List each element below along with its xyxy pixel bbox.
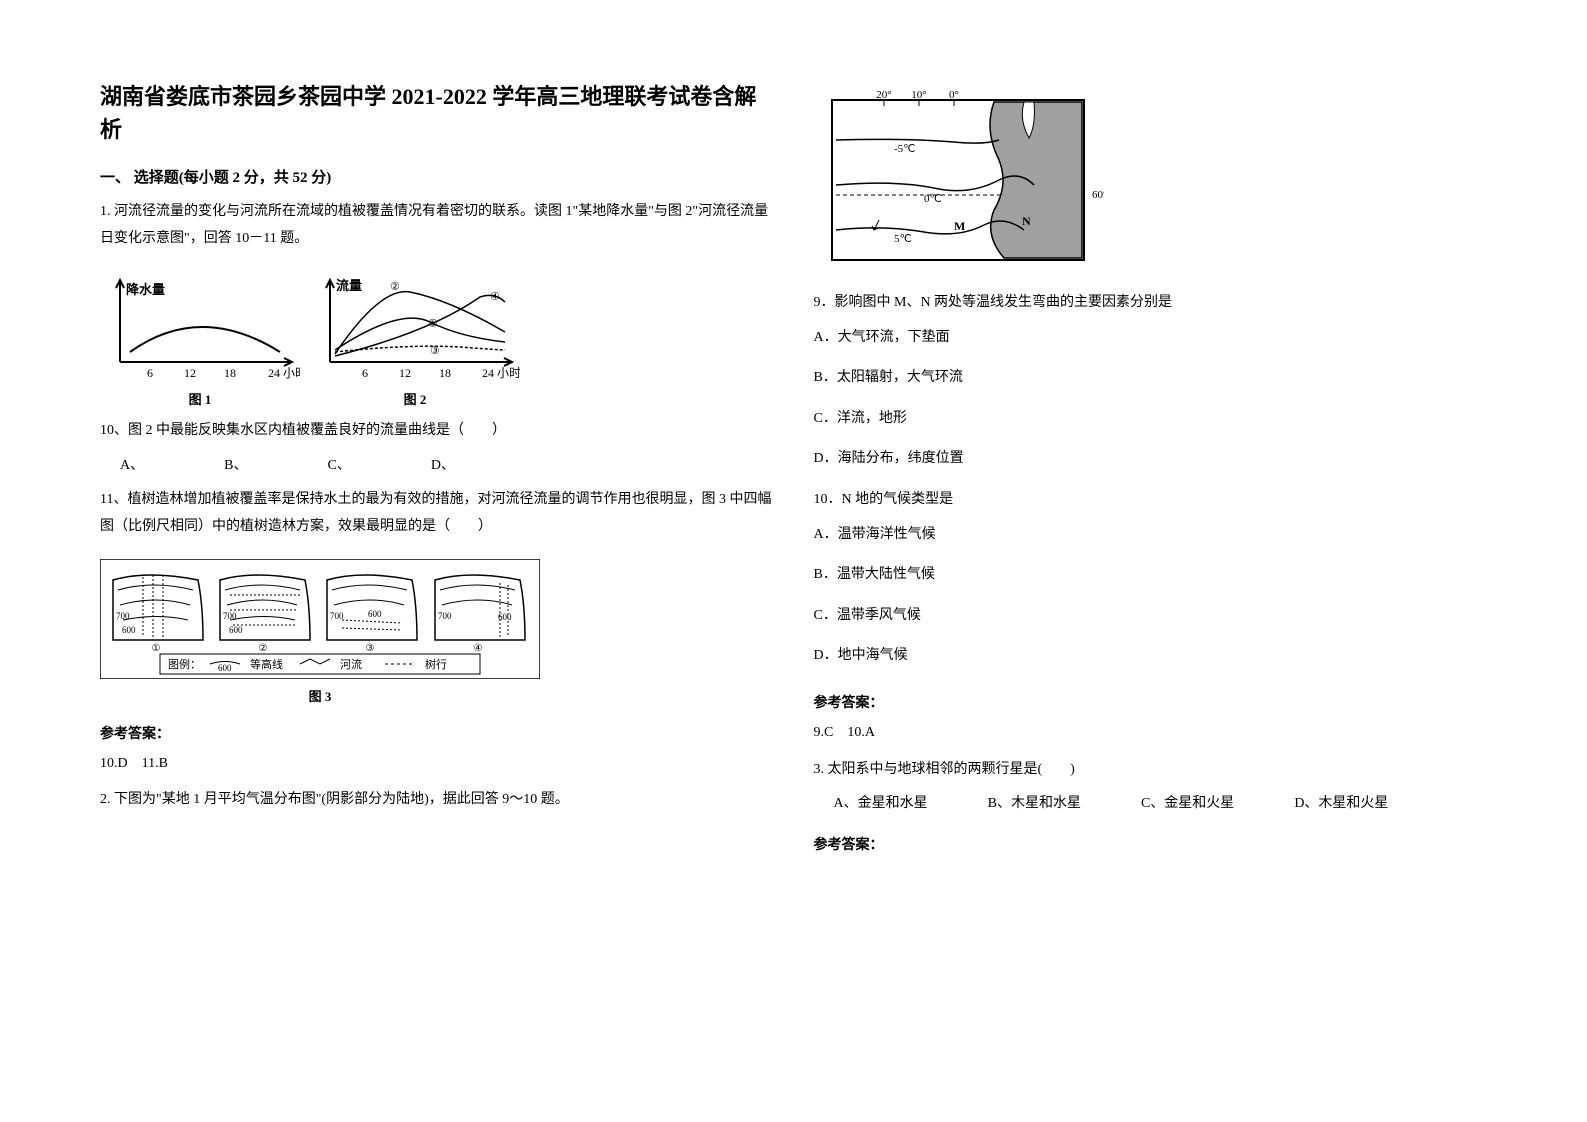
option-a: A、	[120, 453, 144, 480]
q2-sub10-opt-d: D．地中海气候	[814, 643, 1488, 670]
option-d: D、	[431, 453, 455, 480]
figure-3-container: 700 600 ①	[100, 559, 774, 705]
svg-text:河流: 河流	[340, 657, 362, 671]
q1-answer-label: 参考答案：	[100, 723, 774, 743]
q2-sub10-opt-a: A．温带海洋性气候	[814, 522, 1488, 549]
q2-answer-label: 参考答案：	[814, 692, 1488, 712]
figure-2-chart: 流量 ① ② ③ ④ 6 12 18 24 小时	[310, 272, 520, 382]
svg-text:等高线: 等高线	[250, 657, 283, 671]
svg-text:①: ①	[152, 643, 161, 654]
figure-3-chart: 700 600 ①	[100, 559, 540, 679]
svg-text:5℃: 5℃	[894, 233, 912, 245]
figure-3-label: 图 3	[100, 686, 540, 705]
q2-sub9-opt-b: B．太阳辐射，大气环流	[814, 365, 1488, 392]
figure-1-label: 图 1	[100, 389, 300, 408]
svg-text:24 小时: 24 小时	[482, 366, 520, 380]
svg-text:12: 12	[184, 366, 196, 380]
q2-sub10-opt-b: B．温带大陆性气候	[814, 562, 1488, 589]
svg-text:③: ③	[430, 345, 440, 357]
q2-sub9: 9．影响图中 M、N 两处等温线发生弯曲的主要因素分别是	[814, 290, 1488, 317]
q2-map: 20° 10° 0° 60° -5℃ 0℃ 5℃	[824, 90, 1104, 270]
svg-text:700: 700	[223, 611, 237, 621]
figures-1-2-row: 降水量 6 12 18 24 小时 图 1	[100, 272, 774, 408]
q3-options: A、金星和水星 B、木星和水星 C、金星和火星 D、木星和火星	[814, 791, 1488, 818]
q2-sub10-opt-c: C．温带季风气候	[814, 603, 1488, 630]
q2-map-container: 20° 10° 0° 60° -5℃ 0℃ 5℃	[814, 90, 1488, 270]
q1-sub10: 10、图 2 中最能反映集水区内植被覆盖良好的流量曲线是（ ）	[100, 418, 774, 445]
svg-text:-5℃: -5℃	[894, 143, 916, 155]
q3-opt-a: A、金星和水星	[834, 791, 928, 818]
q2-sub9-opt-c: C．洋流，地形	[814, 406, 1488, 433]
q3-intro: 3. 太阳系中与地球相邻的两颗行星是( )	[814, 757, 1488, 784]
q3-opt-b: B、木星和水星	[988, 791, 1081, 818]
svg-text:②: ②	[390, 281, 400, 293]
svg-text:700: 700	[330, 611, 344, 621]
figure-2-wrapper: 流量 ① ② ③ ④ 6 12 18 24 小时 图 2	[310, 272, 520, 408]
figure-1-wrapper: 降水量 6 12 18 24 小时 图 1	[100, 272, 300, 408]
q2-intro: 2. 下图为"某地 1 月平均气温分布图"(阴影部分为陆地)，据此回答 9～10…	[100, 787, 774, 814]
q2-answer: 9.C 10.A	[814, 720, 1488, 747]
svg-text:流量: 流量	[336, 278, 362, 293]
option-c: C、	[327, 453, 350, 480]
svg-text:600: 600	[218, 663, 232, 673]
q1-sub11: 11、植树造林增加植被覆盖率是保持水土的最为有效的措施，对河流径流量的调节作用也…	[100, 487, 774, 540]
q3-opt-d: D、木星和火星	[1294, 791, 1388, 818]
figure-2-label: 图 2	[310, 389, 520, 408]
svg-text:18: 18	[224, 366, 236, 380]
figure-1-chart: 降水量 6 12 18 24 小时	[100, 272, 300, 382]
svg-text:N: N	[1022, 214, 1031, 228]
svg-text:12: 12	[399, 366, 411, 380]
svg-text:600: 600	[368, 609, 382, 619]
q1-sub10-options: A、 B、 C、 D、	[100, 453, 774, 480]
figure-3-wrapper: 700 600 ①	[100, 559, 540, 705]
svg-text:700: 700	[438, 611, 452, 621]
svg-text:0°: 0°	[949, 90, 959, 101]
svg-text:②: ②	[259, 643, 268, 654]
q2-sub9-opt-d: D．海陆分布，纬度位置	[814, 446, 1488, 473]
q1-intro: 1. 河流径流量的变化与河流所在流域的植被覆盖情况有着密切的联系。读图 1"某地…	[100, 199, 774, 252]
left-column: 湖南省娄底市茶园乡茶园中学 2021-2022 学年高三地理联考试卷含解析 一、…	[100, 80, 774, 1082]
document-title: 湖南省娄底市茶园乡茶园中学 2021-2022 学年高三地理联考试卷含解析	[100, 80, 774, 146]
right-column: 20° 10° 0° 60° -5℃ 0℃ 5℃	[814, 80, 1488, 1082]
svg-text:24 小时: 24 小时	[268, 366, 300, 380]
svg-text:④: ④	[490, 291, 500, 303]
svg-text:700: 700	[116, 611, 130, 621]
q3-opt-c: C、金星和火星	[1141, 791, 1234, 818]
q2-sub9-opt-a: A．大气环流，下垫面	[814, 325, 1488, 352]
svg-text:18: 18	[439, 366, 451, 380]
svg-text:60°: 60°	[1092, 189, 1104, 201]
svg-text:20°: 20°	[876, 90, 891, 101]
svg-text:10°: 10°	[911, 90, 926, 101]
option-b: B、	[224, 453, 247, 480]
q1-answer: 10.D 11.B	[100, 751, 774, 778]
q3-answer-label: 参考答案：	[814, 834, 1488, 854]
q2-sub10: 10．N 地的气候类型是	[814, 487, 1488, 514]
svg-text:图例：: 图例：	[168, 657, 201, 671]
svg-text:0℃: 0℃	[924, 193, 942, 205]
svg-text:600: 600	[229, 625, 243, 635]
section-1-header: 一、 选择题(每小题 2 分，共 52 分)	[100, 166, 774, 187]
svg-text:6: 6	[362, 366, 368, 380]
svg-text:降水量: 降水量	[126, 282, 165, 297]
svg-text:M: M	[954, 219, 965, 233]
svg-text:600: 600	[122, 625, 136, 635]
svg-text:6: 6	[147, 366, 153, 380]
svg-text:③: ③	[366, 643, 375, 654]
svg-text:树行: 树行	[425, 657, 447, 671]
svg-text:④: ④	[474, 643, 483, 654]
